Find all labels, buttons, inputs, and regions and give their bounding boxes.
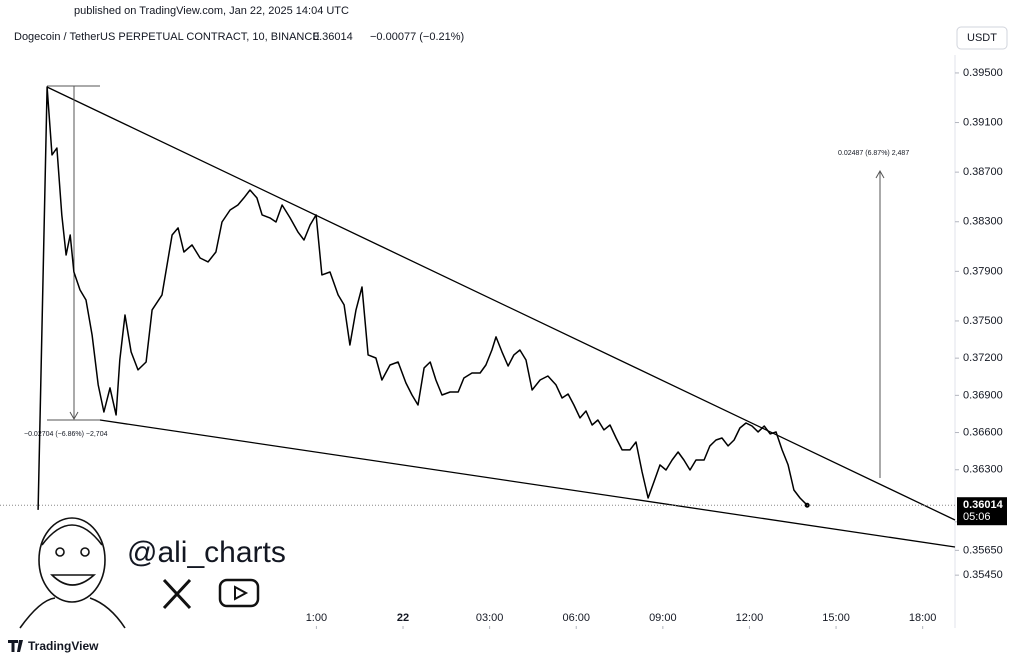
price-tag-label: 0.36014	[963, 499, 1004, 511]
watermark: @ali_charts	[127, 536, 286, 569]
measure-label: −0.02704 (−6.86%) −2,704	[24, 431, 108, 438]
x-tick-label: 03:00	[476, 612, 504, 624]
lower-trendline	[99, 419, 956, 548]
x-tick-label: 15:00	[822, 612, 850, 624]
currency-box[interactable]	[956, 26, 1008, 50]
x-tick-label: 06:00	[562, 612, 590, 624]
y-tick-label: 0.36600	[963, 426, 1003, 438]
x-tick-label: 22	[397, 612, 409, 624]
x-tick-label: 1:00	[306, 612, 327, 624]
measure-label: 0.02487 (6.87%) 2,487	[838, 150, 909, 157]
brand: TradingView	[28, 639, 99, 653]
y-tick-label: 0.38300	[963, 216, 1003, 228]
upper-trendline	[46, 86, 956, 521]
arrow-head	[69, 411, 79, 421]
youtube-icon	[218, 578, 260, 608]
x-tick-label: 12:00	[736, 612, 764, 624]
y-tick-label: 0.37500	[963, 315, 1003, 327]
published-note: published on TradingView.com, Jan 22, 20…	[74, 5, 349, 17]
y-tick-label: 0.35650	[963, 544, 1003, 556]
y-tick-label: 0.35450	[963, 569, 1003, 581]
avatar	[19, 517, 126, 629]
y-tick-label: 0.37900	[963, 265, 1003, 277]
last-price: 0.36014	[313, 31, 353, 43]
y-tick-label: 0.39500	[963, 67, 1003, 79]
y-tick-label: 0.36900	[963, 389, 1003, 401]
price-line	[37, 86, 808, 510]
price-tag	[957, 497, 1007, 526]
y-tick-label: 0.39100	[963, 116, 1003, 128]
arrow-head	[875, 169, 885, 179]
play-icon	[234, 585, 249, 601]
x-tick-label: 18:00	[909, 612, 937, 624]
price-change: −0.00077 (−0.21%)	[370, 31, 464, 43]
y-tick-label: 0.38700	[963, 166, 1003, 178]
countdown: 05:06	[963, 511, 991, 523]
x-icon	[162, 578, 192, 610]
y-tick-label: 0.36300	[963, 464, 1003, 476]
brand-logo	[8, 640, 23, 652]
x-tick-label: 09:00	[649, 612, 677, 624]
y-tick-label: 0.37200	[963, 352, 1003, 364]
currency[interactable]: USDT	[967, 32, 997, 44]
chart-title: Dogecoin / TetherUS PERPETUAL CONTRACT, …	[14, 31, 320, 43]
